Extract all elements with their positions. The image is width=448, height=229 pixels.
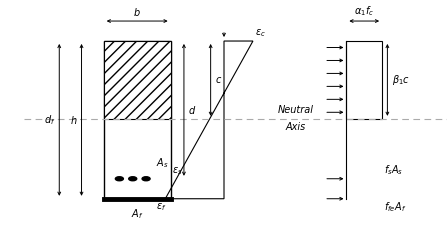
Text: $c$: $c$ xyxy=(215,75,222,85)
Text: $f_{fe} A_f$: $f_{fe} A_f$ xyxy=(384,200,406,214)
Text: $\varepsilon_s$: $\varepsilon_s$ xyxy=(172,165,183,177)
Text: $\varepsilon_c$: $\varepsilon_c$ xyxy=(255,27,266,39)
Text: $f_s A_s$: $f_s A_s$ xyxy=(384,163,404,177)
Text: $\alpha_1 f_c$: $\alpha_1 f_c$ xyxy=(354,4,375,18)
Circle shape xyxy=(129,177,137,181)
Bar xyxy=(104,41,171,119)
Text: $A_s$: $A_s$ xyxy=(156,156,168,170)
Text: $d_f$: $d_f$ xyxy=(44,113,56,127)
Circle shape xyxy=(116,177,123,181)
Text: Axis: Axis xyxy=(285,122,306,132)
Text: $d$: $d$ xyxy=(188,104,197,116)
Text: $b$: $b$ xyxy=(134,6,141,18)
Text: $A_f$: $A_f$ xyxy=(131,208,143,221)
Bar xyxy=(104,41,171,199)
Text: $\varepsilon_f$: $\varepsilon_f$ xyxy=(155,201,166,213)
Text: $h$: $h$ xyxy=(70,114,78,126)
Text: Neutral: Neutral xyxy=(277,105,313,115)
Bar xyxy=(346,41,382,119)
Circle shape xyxy=(142,177,150,181)
Text: $\beta_1 c$: $\beta_1 c$ xyxy=(392,73,410,87)
